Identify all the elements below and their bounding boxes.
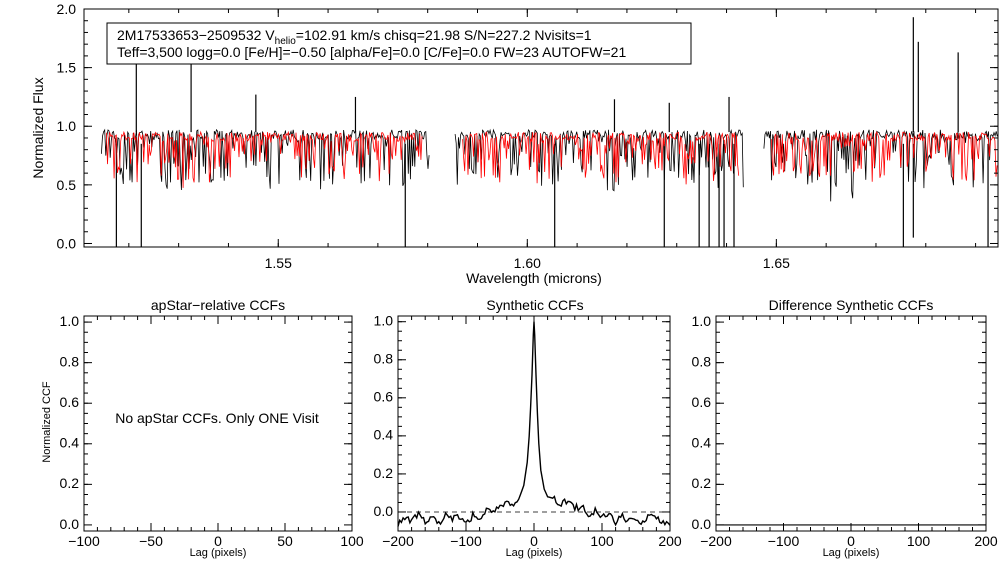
y-tick-label: 0.6 — [692, 394, 712, 410]
x-tick-label: 0 — [847, 533, 855, 549]
difference-ccf-axes: −200 −100 0 100 200 0.0 0.2 0.4 0.6 0.8 1.0 — [692, 313, 998, 549]
y-tick-label: 1.0 — [692, 313, 712, 329]
synthetic-ccf-axes: −200 −100 0 100 200 0.0 0.2 0.4 0.6 0.8 1.0 — [374, 313, 682, 549]
observed-spectrum-chip-2 — [454, 128, 744, 192]
y-tick-label: 1.0 — [374, 313, 394, 329]
model-spectrum-chip-3 — [771, 131, 998, 182]
y-tick-label: 0.6 — [60, 394, 80, 410]
difference-ccf-panel: Difference Synthetic CCFs −200 −100 0 100 20… — [692, 297, 998, 559]
y-tick-label: 2.0 — [57, 1, 77, 17]
difference-ccf-title: Difference Synthetic CCFs — [769, 297, 934, 313]
info-box — [106, 22, 692, 65]
x-tick-label: −100 — [68, 533, 100, 549]
y-tick-label: 1.5 — [57, 60, 77, 76]
x-tick-label: 200 — [974, 533, 998, 549]
no-ccf-message: No apStar CCFs. Only ONE Visit — [115, 410, 319, 426]
info-line-2: Teff=3,500 logg=0.0 [Fe/H]=−0.50 [alpha/… — [117, 44, 626, 60]
y-tick-label: 0.2 — [692, 475, 712, 491]
x-tick-label: 0 — [530, 533, 538, 549]
y-tick-label: 1.0 — [57, 118, 77, 134]
x-tick-label: −50 — [139, 533, 163, 549]
y-tick-label: 0.8 — [374, 351, 394, 367]
synthetic-ccf-curve — [397, 321, 671, 527]
y-tick-label: 0.2 — [60, 475, 80, 491]
synthetic-ccf-x-label: Lag (pixels) — [506, 547, 563, 559]
x-tick-label: 1.65 — [763, 255, 790, 271]
y-tick-label: 0.0 — [60, 516, 80, 532]
x-tick-label: −100 — [768, 533, 800, 549]
x-tick-label: 0 — [214, 533, 222, 549]
apstar-ccf-axes: −100 −50 0 50 100 0.0 0.2 0.4 0.6 0.8 1.0 — [60, 313, 364, 549]
difference-ccf-frame — [715, 315, 987, 532]
synthetic-ccf-title: Synthetic CCFs — [486, 297, 583, 313]
y-tick-label: 0.0 — [57, 235, 77, 251]
x-tick-label: 1.60 — [514, 255, 541, 271]
x-tick-label: −200 — [382, 533, 414, 549]
spectrum-y-label: Normalized Flux — [30, 77, 46, 178]
synthetic-ccf-lines — [397, 321, 671, 527]
difference-ccf-x-label: Lag (pixels) — [823, 547, 880, 559]
info-line-1: 2M17533653−2509532 Vhelio=102.91 km/s ch… — [117, 27, 592, 47]
y-tick-label: 0.2 — [374, 465, 394, 481]
y-tick-label: 0.8 — [60, 354, 80, 370]
synthetic-ccf-panel: Synthetic CCFs −200 −100 0 100 200 0.0 0.2 0.4 0… — [374, 297, 682, 559]
y-tick-label: 0.8 — [692, 354, 712, 370]
x-tick-label: 100 — [907, 533, 931, 549]
x-tick-label: 1.55 — [265, 255, 292, 271]
y-tick-label: 0.6 — [374, 389, 394, 405]
spectrum-plot-frame — [83, 8, 999, 248]
model-spectrum-chip-1 — [106, 130, 423, 188]
x-tick-label: 100 — [590, 533, 614, 549]
apstar-ccf-x-label: Lag (pixels) — [190, 547, 247, 559]
y-tick-label: 0.4 — [692, 435, 712, 451]
y-tick-label: 1.0 — [60, 313, 80, 329]
apstar-ccf-title: apStar−relative CCFs — [151, 297, 285, 313]
y-tick-label: 0.4 — [60, 435, 80, 451]
spectrum-panel: 1.55 1.60 1.65 0.0 0.5 1.0 1.5 2.0 2M17533653−2… — [30, 1, 999, 286]
apstar-ccf-y-label: Normalized CCF — [41, 381, 53, 463]
observed-spectrum-chip-3 — [763, 129, 998, 202]
y-tick-label: 0.4 — [374, 427, 394, 443]
y-tick-label: 0.0 — [374, 503, 394, 519]
x-tick-label: 100 — [340, 533, 364, 549]
spectrum-lines — [101, 17, 998, 247]
x-tick-label: −100 — [450, 533, 482, 549]
x-tick-label: 200 — [658, 533, 682, 549]
y-tick-label: 0.5 — [57, 177, 77, 193]
x-tick-label: 50 — [277, 533, 293, 549]
synthetic-ccf-frame — [397, 315, 671, 532]
x-tick-label: −200 — [700, 533, 732, 549]
y-tick-label: 0.0 — [692, 516, 712, 532]
spectrum-x-label: Wavelength (microns) — [466, 270, 602, 286]
apstar-ccf-panel: apStar−relative CCFs −100 −50 0 50 100 0.0 0.2… — [41, 297, 364, 559]
model-spectrum-chip-2 — [462, 131, 740, 185]
observed-spectrum-chip-1 — [101, 128, 430, 191]
spectrum-axes: 1.55 1.60 1.65 0.0 0.5 1.0 1.5 2.0 — [57, 1, 998, 271]
